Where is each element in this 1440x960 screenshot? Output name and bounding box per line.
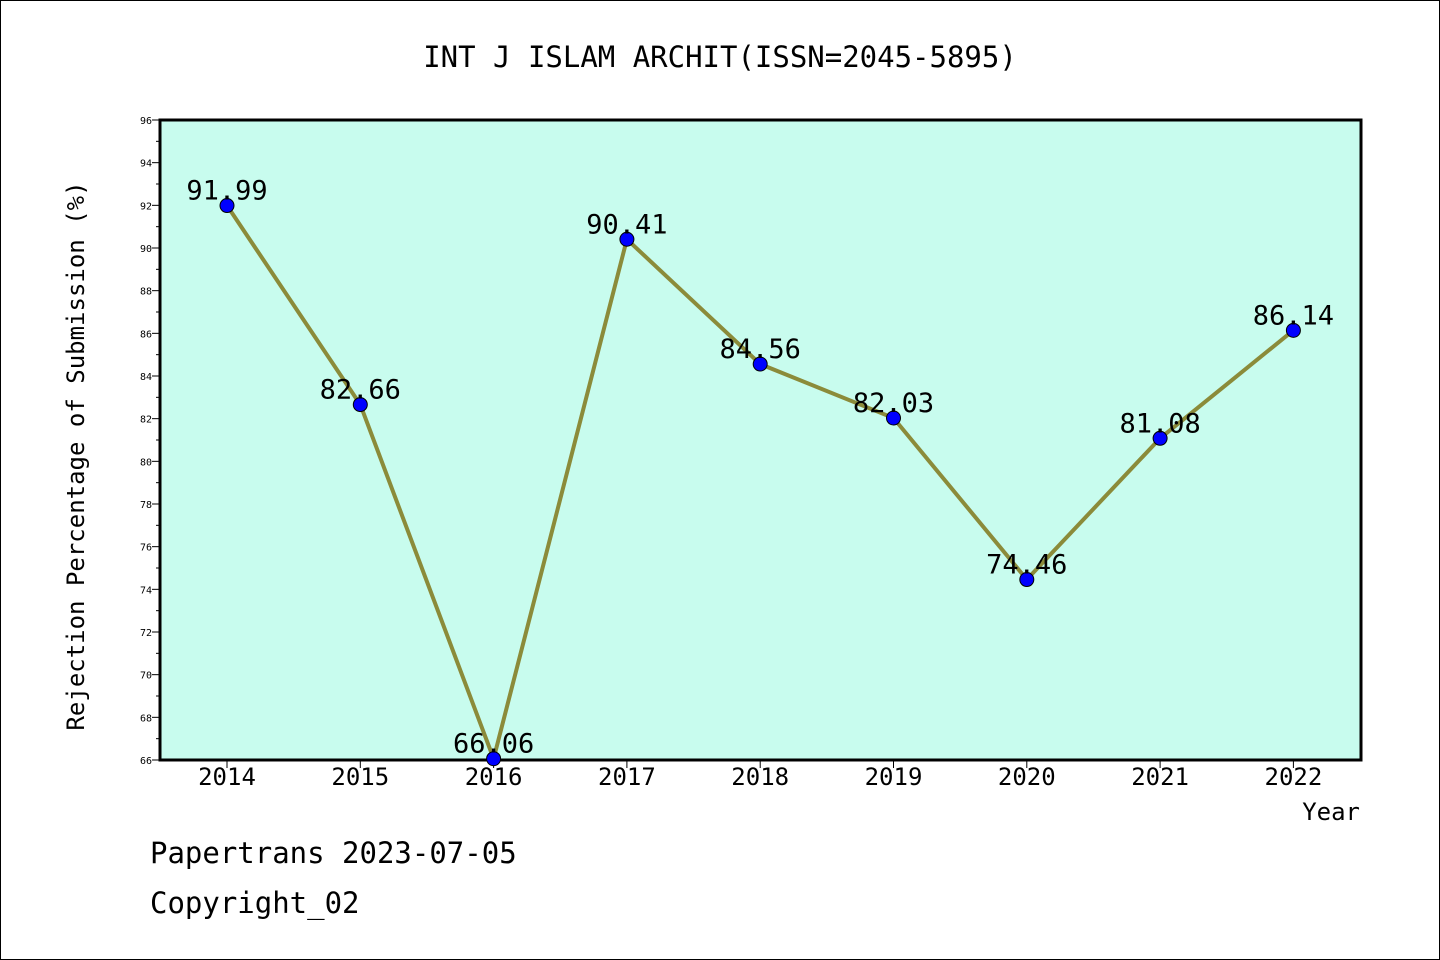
data-point-marker <box>752 356 768 372</box>
x-tick-label: 2021 <box>1131 763 1189 791</box>
data-label: 66.06 <box>453 729 534 760</box>
y-tick-label: 88 <box>140 287 152 298</box>
y-tick-label: 90 <box>140 244 152 255</box>
x-axis-label: Year <box>1302 798 1360 826</box>
y-tick-label: 94 <box>140 159 152 170</box>
data-point-marker <box>886 410 901 426</box>
x-tick-label: 2016 <box>465 763 523 791</box>
data-point-marker <box>619 231 635 247</box>
data-label: 81.08 <box>1119 408 1200 439</box>
data-point-marker <box>486 751 502 767</box>
y-tick-label: 78 <box>140 500 152 511</box>
data-point-marker <box>219 198 235 214</box>
y-tick-label: 74 <box>140 585 152 596</box>
x-tick-label: 2015 <box>331 763 389 791</box>
data-label: 82.66 <box>320 375 401 406</box>
footer-date-text: Papertrans 2023-07-05 <box>150 836 517 870</box>
y-tick-label: 76 <box>140 543 152 554</box>
x-tick-label: 2017 <box>598 763 656 791</box>
y-tick-label: 96 <box>140 116 152 127</box>
x-tick-label: 2018 <box>731 763 789 791</box>
series-marker-group <box>219 198 1301 767</box>
plot-area <box>158 118 1363 762</box>
x-tick-label: 2019 <box>865 763 923 791</box>
data-label-group: 91.99 82.66 66.06 90.41 84.56 82.03 74.46 81.08… <box>186 176 1334 760</box>
y-axis: 66 68 70 72 74 76 78 80 82 84 86 88 90 92 94 96 <box>140 116 160 767</box>
footer-copyright-text: Copyright_02 <box>150 886 360 920</box>
y-tick-label: 70 <box>140 671 152 682</box>
data-label: 91.99 <box>186 176 267 207</box>
y-tick-label: 82 <box>140 415 152 426</box>
data-label: 84.56 <box>720 334 801 365</box>
x-tick-label: 2014 <box>198 763 256 791</box>
y-axis-label: Rejection Percentage of Submission (%) <box>62 181 90 730</box>
data-label: 74.46 <box>986 550 1067 581</box>
y-tick-label: 84 <box>140 372 152 383</box>
y-tick-label: 66 <box>140 756 152 767</box>
data-point-marker <box>1285 322 1301 338</box>
data-label: 82.03 <box>853 388 934 419</box>
data-label: 90.41 <box>586 209 667 240</box>
chart-title: INT J ISLAM ARCHIT(ISSN=2045-5895) <box>423 40 1017 74</box>
data-point-marker <box>1152 430 1168 446</box>
data-point-marker <box>352 397 368 413</box>
y-tick-label: 86 <box>140 329 152 340</box>
x-axis: 2014 2015 2016 2017 2018 2019 2020 2021 2022 <box>198 760 1322 791</box>
data-label: 86.14 <box>1253 300 1334 331</box>
y-tick-label: 92 <box>140 201 152 212</box>
x-tick-label: 2022 <box>1265 763 1323 791</box>
y-tick-label: 80 <box>140 457 152 468</box>
data-point-marker <box>1019 572 1035 588</box>
y-tick-label: 68 <box>140 713 152 724</box>
y-tick-label: 72 <box>140 628 152 639</box>
x-tick-label: 2020 <box>998 763 1056 791</box>
